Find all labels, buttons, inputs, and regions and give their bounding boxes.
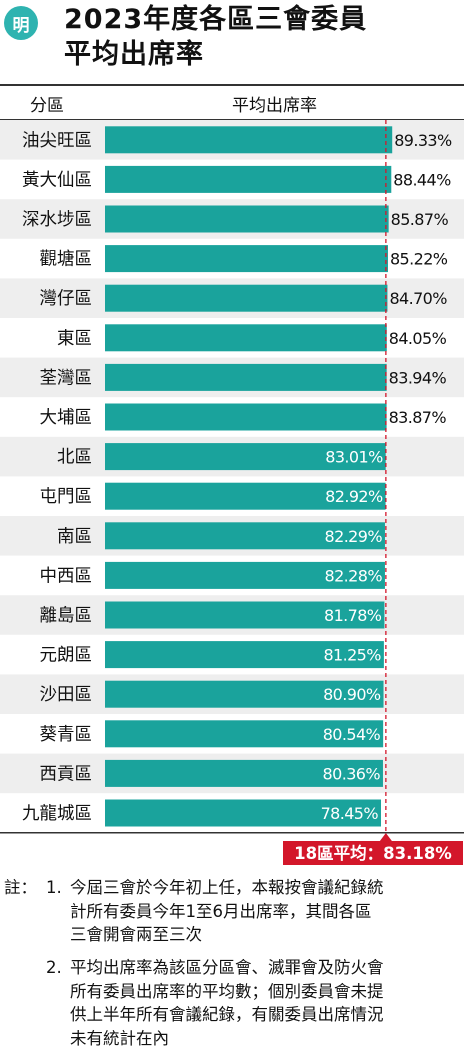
chart-title: 2023年度各區三會委員 平均出席率 [64, 2, 367, 72]
value-label: 83.01% [325, 448, 383, 467]
value-label: 80.90% [323, 685, 381, 704]
bar [105, 601, 385, 629]
bar [105, 522, 385, 550]
value-label: 80.36% [323, 764, 381, 783]
category-label: 西貢區 [40, 764, 93, 784]
value-label: 83.87% [389, 408, 447, 427]
category-label: 九龍城區 [22, 804, 92, 824]
footnote-1-line-1: 今屆三會於今年初上任，本報按會議紀錄統 [70, 878, 384, 897]
value-label: 84.70% [389, 289, 447, 308]
category-label: 沙田區 [40, 685, 93, 705]
category-label: 大埔區 [40, 408, 93, 428]
value-label: 89.33% [394, 131, 452, 150]
bar [105, 284, 388, 312]
category-label: 灣仔區 [40, 289, 93, 309]
header-rate: 平均出席率 [232, 96, 317, 116]
value-label: 82.92% [325, 487, 383, 506]
brand-logo: 明 [4, 6, 38, 40]
footnote-1-line-2: 計所有委員今年1至6月出席率，其間各區 [70, 901, 372, 921]
value-label: 81.25% [323, 646, 381, 665]
value-label: 85.22% [390, 250, 448, 269]
bar-chart: 油尖旺區 89.33% 黃大仙區 88.44% 深水埗區 85.87% 觀塘區 85.22% 灣… [0, 120, 464, 865]
value-label: 81.78% [324, 606, 382, 625]
footnote-1-line-3: 三會開會兩至三次 [70, 925, 202, 944]
footnote-2-number: 2. [46, 958, 62, 977]
value-label: 82.28% [325, 566, 383, 585]
value-label: 78.45% [321, 804, 379, 823]
value-label: 88.44% [393, 170, 451, 189]
bar [105, 165, 392, 193]
category-label: 深水埗區 [22, 210, 92, 230]
bar [105, 759, 383, 787]
category-label: 屯門區 [40, 487, 93, 507]
category-label: 中西區 [40, 566, 93, 586]
value-label: 85.87% [391, 210, 449, 229]
header-top-rule [0, 84, 464, 86]
bar [105, 680, 384, 708]
category-label: 離島區 [40, 606, 93, 626]
footnote-2-line-4: 未有統計在內 [70, 1028, 169, 1048]
header-bottom-rule [0, 119, 464, 121]
bar [105, 799, 382, 827]
footnote-prefix: 註： [4, 878, 37, 897]
category-label: 元朗區 [40, 646, 93, 666]
bar [105, 641, 384, 669]
title-line-2: 平均出席率 [64, 39, 204, 70]
footnote-1-number: 1. [46, 878, 62, 897]
footnote-2-line-1: 平均出席率為該區分區會、滅罪會及防火會 [70, 958, 384, 977]
value-label: 83.94% [389, 368, 447, 387]
bar [105, 443, 386, 471]
bar [105, 482, 386, 510]
average-pointer [379, 833, 392, 841]
footnote-2-line-3: 供上半年所有會議紀錄，有關委員出席情況 [70, 1005, 384, 1024]
bar [105, 126, 393, 154]
value-label: 84.05% [389, 329, 447, 348]
bar [105, 324, 387, 352]
category-label: 葵青區 [40, 725, 93, 745]
category-label: 南區 [57, 527, 92, 547]
bar [105, 245, 388, 273]
category-label: 油尖旺區 [22, 131, 92, 151]
average-label: 18區平均：83.18% [294, 843, 452, 863]
bar [105, 363, 387, 391]
footnote-2-line-2: 所有委員出席率的平均數；個別委員會未提 [70, 981, 384, 1001]
category-label: 東區 [57, 329, 92, 349]
category-label: 荃灣區 [40, 368, 93, 388]
bar [105, 403, 387, 431]
average-label-box [283, 841, 463, 865]
bar [105, 720, 384, 748]
value-label: 82.29% [325, 527, 383, 546]
category-label: 黃大仙區 [22, 170, 92, 190]
bar [105, 205, 389, 233]
bar [105, 561, 385, 589]
category-label: 觀塘區 [40, 250, 93, 270]
category-label: 北區 [57, 448, 92, 468]
header-district: 分區 [30, 96, 64, 116]
value-label: 80.54% [323, 725, 381, 744]
title-line-1: 2023年度各區三會委員 [64, 4, 368, 35]
